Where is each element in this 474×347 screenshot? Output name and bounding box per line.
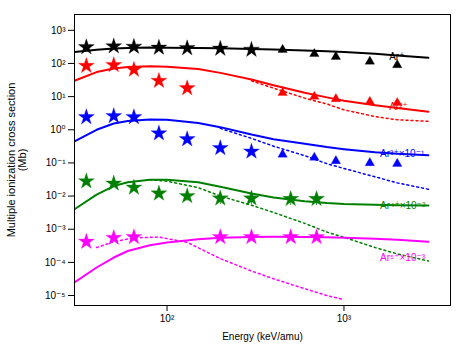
svg-text:10⁰: 10⁰ [50, 124, 65, 135]
svg-text:10⁻²: 10⁻² [46, 190, 66, 201]
svg-text:Ar³⁺×10⁻¹: Ar³⁺×10⁻¹ [380, 148, 425, 159]
svg-text:Ar²⁺: Ar²⁺ [389, 101, 408, 112]
svg-text:Ar⁴⁺×10⁻²: Ar⁴⁺×10⁻² [380, 200, 426, 211]
svg-text:10⁻⁵: 10⁻⁵ [45, 290, 66, 301]
svg-text:10¹: 10¹ [51, 91, 66, 102]
svg-text:10⁻⁴: 10⁻⁴ [45, 257, 66, 268]
svg-text:Ar⁺: Ar⁺ [389, 51, 404, 62]
svg-text:Energy (keV/amu): Energy (keV/amu) [222, 331, 303, 342]
svg-text:10⁻¹: 10⁻¹ [46, 157, 66, 168]
svg-text:10³: 10³ [337, 313, 352, 324]
svg-text:10²: 10² [51, 58, 66, 69]
svg-text:Ar⁵⁺×10⁻³: Ar⁵⁺×10⁻³ [380, 252, 426, 263]
svg-text:10²: 10² [160, 313, 175, 324]
svg-text:Multiple ionization cross sect: Multiple ionization cross section(Mb) [5, 83, 28, 238]
svg-text:10⁻³: 10⁻³ [46, 223, 66, 234]
svg-text:10³: 10³ [51, 25, 66, 36]
